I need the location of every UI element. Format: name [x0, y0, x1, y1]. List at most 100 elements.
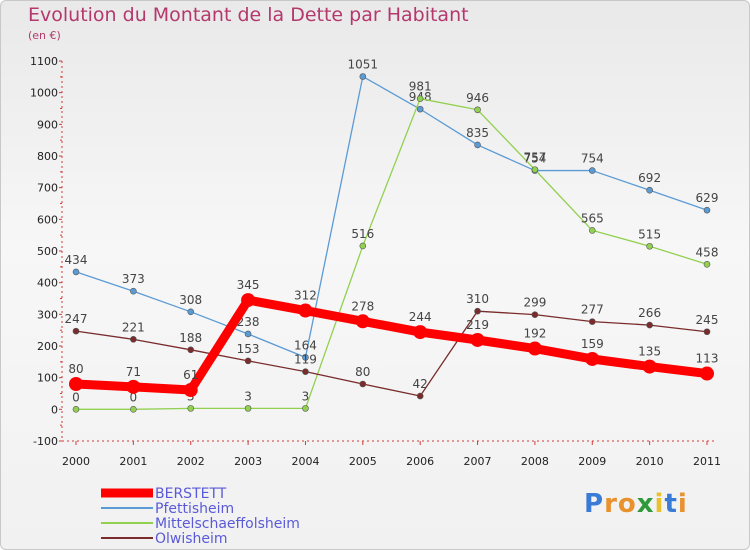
data-label: 0: [72, 390, 80, 404]
data-point: [474, 307, 481, 315]
data-label: 946: [466, 91, 489, 105]
data-point: [187, 308, 195, 316]
data-label: 119: [294, 353, 317, 367]
data-label: 80: [68, 362, 83, 376]
data-point: [470, 332, 485, 347]
data-label: 754: [523, 152, 546, 166]
legend-label: BERSTETT: [155, 486, 227, 502]
data-label: 757: [523, 151, 546, 165]
data-point: [416, 105, 424, 113]
data-label: 373: [122, 272, 145, 286]
x-tick-label: 2006: [406, 455, 434, 468]
data-point: [187, 346, 195, 354]
series-line: [76, 98, 708, 410]
data-point: [241, 293, 256, 308]
data-point: [642, 359, 657, 374]
data-point: [646, 321, 653, 329]
logo-letter: i: [677, 489, 688, 519]
data-label: 164: [294, 338, 317, 352]
data-label: 0: [130, 390, 138, 404]
logo-letter: P: [584, 489, 605, 519]
data-point: [416, 392, 424, 400]
series-line: [75, 310, 708, 397]
data-label: 188: [179, 331, 202, 345]
y-tick-label: 500: [37, 245, 58, 258]
data-label: 277: [581, 303, 604, 317]
legend-item: BERSTETT: [101, 486, 227, 502]
x-tick-label: 2005: [349, 455, 377, 468]
data-point: [359, 73, 367, 80]
y-tick-label: 900: [37, 118, 58, 131]
y-tick-label: 1000: [30, 87, 58, 100]
proxiti-logo: Proxiti: [584, 489, 688, 519]
data-label: 458: [696, 245, 719, 259]
logo-letter: x: [636, 489, 655, 519]
x-tick-label: 2003: [234, 455, 262, 468]
y-tick-label: 400: [37, 277, 58, 290]
data-label: 42: [413, 377, 428, 391]
data-point: [183, 383, 198, 398]
data-point: [130, 406, 137, 413]
data-label: 1051: [348, 58, 379, 72]
data-point: [187, 405, 195, 412]
legend-item: Mittelschaeffolsheim: [101, 516, 300, 532]
data-label: 754: [581, 152, 604, 166]
data-point: [298, 303, 313, 318]
x-tick-label: 2007: [464, 455, 492, 468]
data-label: 312: [294, 289, 317, 303]
data-label: 61: [183, 368, 198, 382]
data-label: 835: [466, 126, 489, 140]
data-label: 245: [696, 313, 719, 327]
data-point: [588, 227, 596, 234]
data-label: 308: [179, 293, 202, 307]
data-point: [703, 206, 711, 214]
data-point: [359, 242, 367, 250]
x-tick-label: 2008: [521, 455, 549, 468]
y-tick-label: 100: [37, 372, 58, 385]
series-olwisheim: 247 221 188 153 119 80 42 310 299 277 266 245: [65, 292, 719, 400]
data-point: [244, 357, 252, 365]
y-tick-label: 600: [37, 213, 58, 226]
data-label: 692: [638, 171, 661, 185]
logo-letter: o: [617, 489, 637, 519]
data-label: 434: [65, 253, 88, 267]
data-point: [126, 379, 141, 394]
logo-letter: r: [604, 489, 618, 519]
data-label: 515: [638, 227, 661, 241]
data-label: 135: [638, 345, 661, 359]
series-line: [75, 75, 708, 359]
data-point: [72, 268, 80, 276]
data-point: [130, 287, 137, 295]
series-berstett: 80 71 61 345 312 278 244 219 192 159 135 113: [68, 278, 719, 398]
x-tick-label: 2002: [177, 455, 205, 468]
y-tick-label: -100: [33, 435, 58, 448]
data-label: 113: [696, 352, 719, 366]
data-point: [527, 341, 542, 356]
data-label: 221: [122, 320, 145, 334]
x-tick-label: 2004: [291, 455, 319, 468]
data-point: [72, 327, 80, 335]
data-point: [244, 330, 252, 338]
data-label: 3: [302, 389, 310, 403]
data-point: [474, 141, 481, 149]
data-label: 981: [409, 80, 432, 94]
series-pfettisheim: 4343733082381641051948835754754692629: [65, 58, 718, 361]
data-point: [413, 325, 428, 340]
y-tick-label: 300: [37, 308, 58, 321]
data-label: 278: [351, 299, 374, 313]
data-label: 345: [237, 278, 260, 292]
data-label: 71: [126, 365, 141, 379]
legend-label: Pfettisheim: [155, 501, 234, 517]
data-point: [302, 368, 309, 375]
data-point: [703, 260, 711, 268]
data-point: [531, 311, 539, 318]
legend-item: Olwisheim: [101, 531, 228, 547]
data-label: 244: [409, 310, 432, 324]
chart-title: Evolution du Montant de la Dette par Hab…: [28, 4, 469, 26]
data-point: [700, 366, 714, 381]
legend-label: Olwisheim: [155, 531, 228, 547]
data-point: [703, 328, 711, 336]
data-point: [130, 336, 137, 343]
y-tick-label: 0: [51, 403, 58, 416]
data-label: 192: [523, 327, 546, 341]
